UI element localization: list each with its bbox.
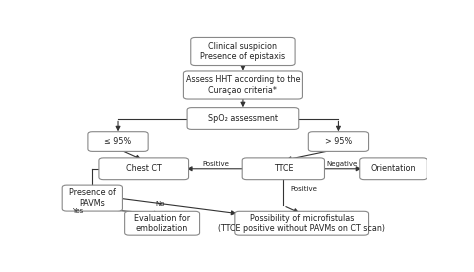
Text: Positive: Positive — [202, 160, 229, 166]
Text: Clinical suspicion
Presence of epistaxis: Clinical suspicion Presence of epistaxis — [201, 42, 285, 61]
FancyBboxPatch shape — [360, 158, 428, 180]
Text: Chest CT: Chest CT — [126, 164, 162, 173]
FancyBboxPatch shape — [187, 108, 299, 129]
Text: Assess HHT according to the
Curaçao criteria*: Assess HHT according to the Curaçao crit… — [186, 75, 300, 95]
FancyBboxPatch shape — [99, 158, 189, 180]
FancyBboxPatch shape — [308, 132, 369, 152]
Text: Yes: Yes — [72, 208, 83, 214]
FancyBboxPatch shape — [183, 71, 302, 99]
FancyBboxPatch shape — [242, 158, 325, 180]
FancyBboxPatch shape — [125, 211, 200, 235]
Text: > 95%: > 95% — [325, 137, 352, 146]
FancyBboxPatch shape — [62, 185, 122, 211]
Text: SpO₂ assessment: SpO₂ assessment — [208, 114, 278, 123]
Text: Possibility of microfistulas
(TTCE positive without PAVMs on CT scan): Possibility of microfistulas (TTCE posit… — [218, 214, 385, 233]
Text: Presence of
PAVMs: Presence of PAVMs — [69, 188, 116, 208]
FancyBboxPatch shape — [235, 211, 369, 235]
FancyBboxPatch shape — [191, 38, 295, 66]
Text: Negative: Negative — [327, 160, 358, 166]
Text: ≤ 95%: ≤ 95% — [104, 137, 132, 146]
Text: Evaluation for
embolization: Evaluation for embolization — [134, 214, 190, 233]
Text: Orientation: Orientation — [371, 164, 416, 173]
FancyBboxPatch shape — [88, 132, 148, 152]
Text: No: No — [155, 201, 165, 207]
Text: Positive: Positive — [290, 186, 317, 192]
Text: TTCE: TTCE — [273, 164, 293, 173]
